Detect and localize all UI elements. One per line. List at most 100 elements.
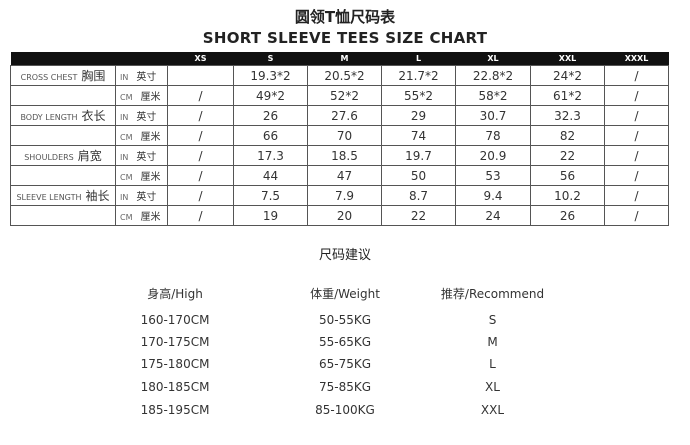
recommend-header: 身高/High — [147, 287, 203, 301]
measure-label: CROSS CHEST 胸围 — [10, 65, 116, 86]
value-cell: 19 — [233, 205, 308, 226]
unit-cn: 厘米 — [140, 212, 161, 223]
unit-en: IN — [120, 113, 129, 122]
unit-cell: CM 厘米 — [115, 85, 168, 106]
value-cell: / — [604, 205, 669, 226]
recommend-cell: 55-65KG — [318, 335, 372, 349]
measure-label — [10, 85, 116, 106]
unit-cell: CM 厘米 — [115, 165, 168, 186]
unit-cn: 英寸 — [136, 72, 157, 83]
value-cell: 22 — [381, 205, 456, 226]
size-header: M — [307, 52, 382, 66]
recommend-header: 推荐/Recommend — [440, 287, 545, 301]
unit-cell: IN 英寸 — [115, 65, 168, 86]
unit-en: IN — [120, 73, 129, 82]
value-cell: 10.2 — [530, 185, 605, 206]
measure-label: BODY LENGTH 衣长 — [10, 105, 116, 126]
recommend-cell: L — [489, 357, 496, 371]
unit-cn: 英寸 — [136, 112, 157, 123]
value-cell: 29 — [381, 105, 456, 126]
value-cell: 18.5 — [307, 145, 382, 166]
value-cell: 20.5*2 — [307, 65, 382, 86]
table-row: CM 厘米/44 47 50 53 56/ — [10, 165, 669, 186]
unit-cell: CM 厘米 — [115, 205, 168, 226]
unit-cell: IN 英寸 — [115, 105, 168, 126]
title-cn: 圆领T恤尺码表 — [294, 8, 396, 26]
value-cell: 26 — [530, 205, 605, 226]
value-cell: 55*2 — [381, 85, 456, 106]
value-cell: / — [167, 125, 234, 146]
value-cell: 17.3 — [233, 145, 308, 166]
size-header: XS — [167, 52, 234, 66]
label-en: CROSS CHEST — [20, 73, 78, 82]
value-cell: / — [167, 105, 234, 126]
title-en: SHORT SLEEVE TEES SIZE CHART — [202, 29, 488, 47]
label-cn: 胸围 — [81, 69, 106, 83]
value-cell: 50 — [381, 165, 456, 186]
unit-cn: 厘米 — [140, 92, 161, 103]
table-row: CM 厘米/19 20 22 24 26/ — [10, 205, 669, 226]
value-cell: 19.3*2 — [233, 65, 308, 86]
label-en: BODY LENGTH — [20, 113, 78, 122]
recommend-cell: 65-75KG — [318, 357, 372, 371]
measure-label — [10, 205, 116, 226]
value-cell: 78 — [455, 125, 531, 146]
table-row: CROSS CHEST 胸围 IN 英寸 19.3*2 20.5*2 21.7*2 22.8*… — [10, 65, 669, 86]
recommend-cell: S — [488, 313, 497, 327]
measure-label: SHOULDERS 肩宽 — [10, 145, 116, 166]
table-header: XS S M L XL XXL XXXL — [10, 52, 669, 66]
unit-cell: IN 英寸 — [115, 145, 168, 166]
size-header: S — [233, 52, 308, 66]
unit-en: CM — [120, 173, 133, 182]
value-cell: 53 — [455, 165, 531, 186]
unit-en: IN — [120, 153, 129, 162]
recommend-cell: 50-55KG — [318, 313, 372, 327]
value-cell: 30.7 — [455, 105, 531, 126]
value-cell: 8.7 — [381, 185, 456, 206]
size-header: L — [381, 52, 456, 66]
unit-cn: 厘米 — [140, 172, 161, 183]
value-cell: 26 — [233, 105, 308, 126]
label-en: SLEEVE LENGTH — [16, 193, 82, 202]
recommend-cell: M — [487, 335, 498, 349]
value-cell: 61*2 — [530, 85, 605, 106]
value-cell: / — [167, 145, 234, 166]
value-cell: / — [167, 185, 234, 206]
recommend-cell: 75-85KG — [318, 380, 372, 394]
value-cell: / — [604, 165, 669, 186]
recommend-cell: 170-175CM — [140, 335, 210, 349]
recommend-cell: XXL — [480, 403, 505, 417]
value-cell: 70 — [307, 125, 382, 146]
value-cell: 24 — [455, 205, 531, 226]
value-cell: 22.8*2 — [455, 65, 531, 86]
unit-cn: 英寸 — [136, 152, 157, 163]
value-cell: 58*2 — [455, 85, 531, 106]
value-cell: 7.5 — [233, 185, 308, 206]
table-row: CM 厘米/66 70 74 78 82/ — [10, 125, 669, 146]
value-cell: 27.6 — [307, 105, 382, 126]
value-cell: 9.4 — [455, 185, 531, 206]
label-en: SHOULDERS — [24, 153, 74, 162]
measure-label — [10, 165, 116, 186]
value-cell: 32.3 — [530, 105, 605, 126]
table-row: BODY LENGTH 衣长 IN 英寸/26 27.6 29 30.7 32.3/ — [10, 105, 669, 126]
recommend-cell: 185-195CM — [140, 403, 210, 417]
unit-en: CM — [120, 93, 133, 102]
value-cell: / — [167, 205, 234, 226]
value-cell: / — [604, 145, 669, 166]
value-cell: 19.7 — [381, 145, 456, 166]
label-cn: 肩宽 — [77, 149, 102, 163]
table-row: SLEEVE LENGTH 袖长 IN 英寸/7.5 7.9 8.7 9.4 10.2/ — [10, 185, 669, 206]
label-cn: 袖长 — [85, 189, 110, 203]
value-cell: 24*2 — [530, 65, 605, 86]
recommend-cell: 160-170CM — [140, 313, 210, 327]
unit-cell: CM 厘米 — [115, 125, 168, 146]
value-cell: / — [604, 85, 669, 106]
value-cell: / — [167, 165, 234, 186]
unit-en: CM — [120, 213, 133, 222]
recommend-cell: 180-185CM — [140, 380, 210, 394]
measure-label — [10, 125, 116, 146]
unit-en: CM — [120, 133, 133, 142]
value-cell: 82 — [530, 125, 605, 146]
measure-label: SLEEVE LENGTH 袖长 — [10, 185, 116, 206]
